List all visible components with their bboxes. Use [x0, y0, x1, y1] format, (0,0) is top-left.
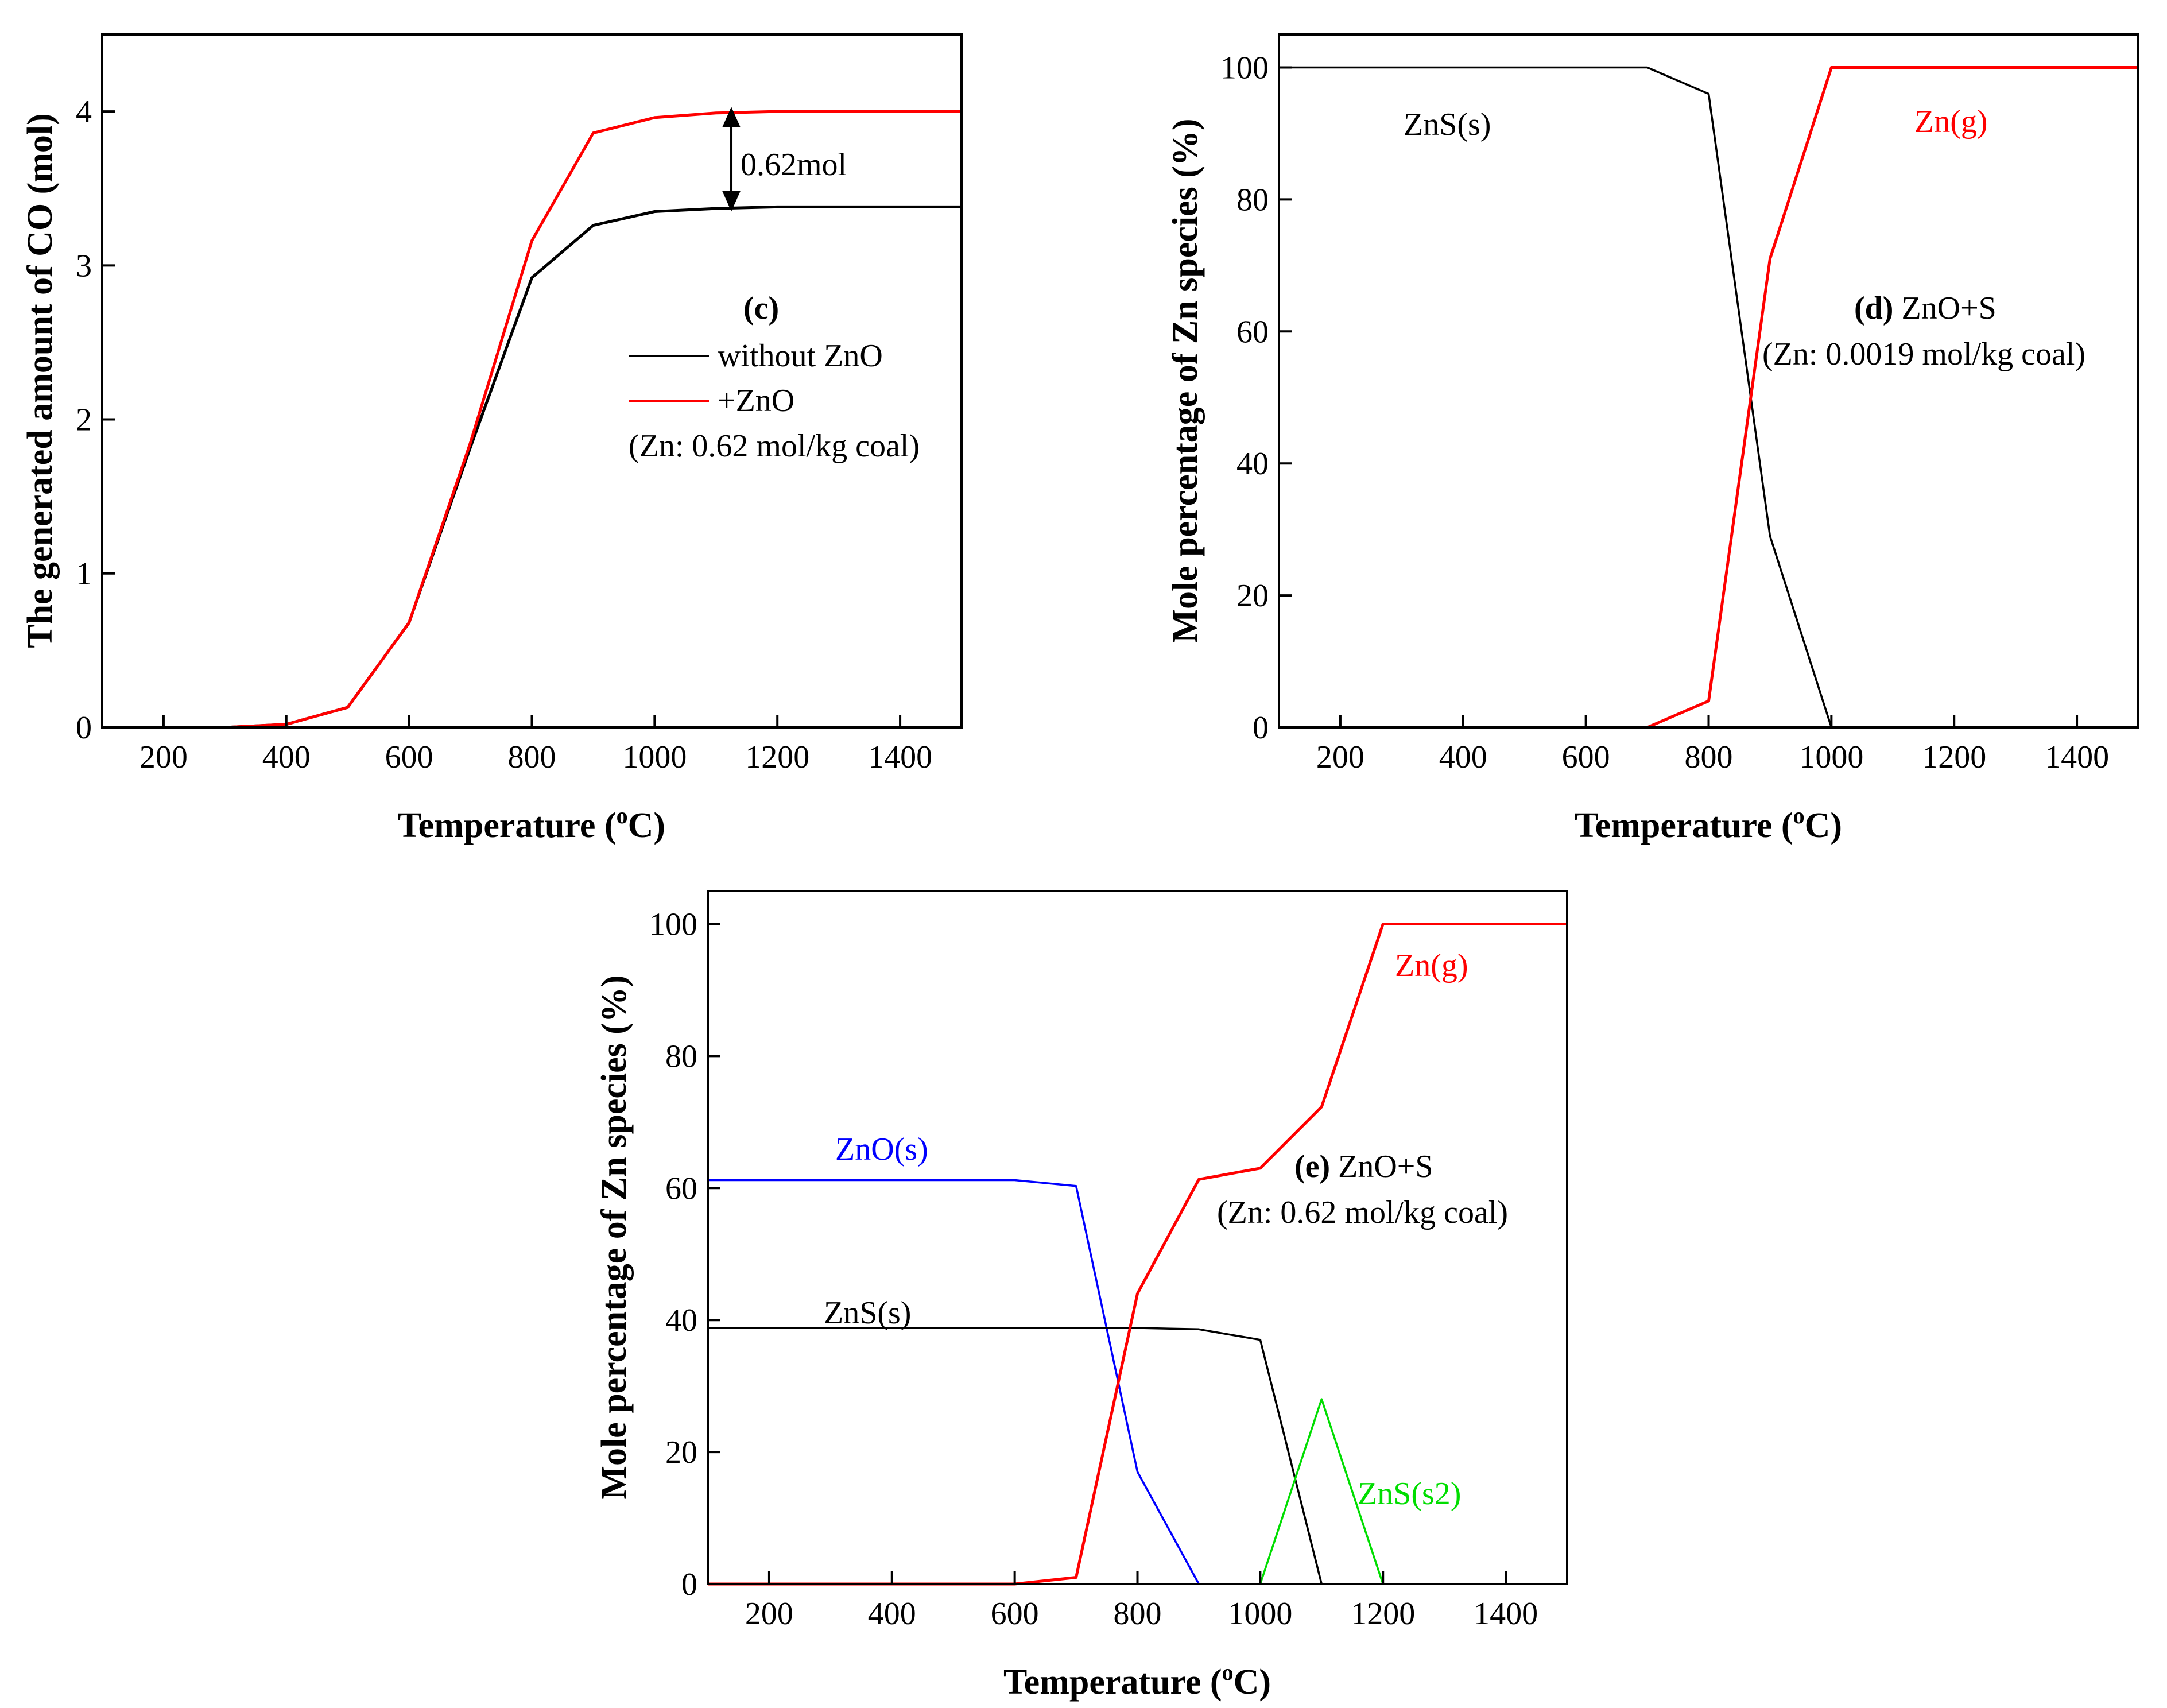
- panel-c-y-axis-label: The generated amount of CO (mol): [21, 113, 60, 648]
- panel-e-label-zns: ZnS(s): [824, 1295, 911, 1331]
- panel-d-x-tick-label: 600: [1562, 739, 1610, 775]
- panel-e-x-tick-label: 1000: [1228, 1596, 1292, 1632]
- panel-c-x-tick-label: 400: [262, 739, 311, 775]
- panel-e-title: (e) ZnO+S: [1294, 1149, 1433, 1184]
- panel-e-label-zng: Zn(g): [1395, 948, 1468, 983]
- panel-e-x-tick-label: 800: [1114, 1596, 1162, 1632]
- panel-d-x-tick-label: 200: [1316, 739, 1364, 775]
- panel-c-x-tick-label: 1400: [868, 739, 932, 775]
- panel-d-x-tick-label: 1400: [2045, 739, 2109, 775]
- panel-e-label-zns2: ZnS(s2): [1358, 1476, 1461, 1512]
- panel-e-note: (Zn: 0.62 mol/kg coal): [1217, 1195, 1508, 1230]
- panel-e-label-zno: ZnO(s): [835, 1132, 928, 1167]
- panel-d-x-tick-label: 1000: [1799, 739, 1863, 775]
- panel-d-y-tick-label: 40: [1236, 446, 1269, 482]
- panel-e-x-tick-label: 400: [868, 1596, 916, 1632]
- panel-d-x-tick-label: 800: [1685, 739, 1733, 775]
- panel-e-series-line-zn-g: [708, 923, 1567, 1586]
- panel-c-y-tick-label: 3: [76, 248, 92, 284]
- panel-d-label-zns: ZnS(s): [1404, 107, 1491, 142]
- panel-e-x-axis-label: Temperature (oC): [1003, 1659, 1271, 1702]
- panel-c-x-tick-label: 800: [508, 739, 556, 775]
- panel-d-series-line-zn-g: [1279, 66, 2138, 729]
- panel-d-y-tick-label: 80: [1236, 182, 1269, 218]
- panel-c-legend-note: (Zn: 0.62 mol/kg coal): [629, 428, 920, 464]
- panel-e-y-tick-label: 20: [665, 1435, 697, 1470]
- panel-c-legend-label-without-zno: without ZnO: [718, 338, 883, 374]
- panel-c-difference-label: 0.62mol: [741, 147, 847, 183]
- panel-c-label: (c): [743, 291, 779, 326]
- panel-c-y-tick-label: 0: [76, 710, 92, 746]
- panel-e: 200 400 600 800 1000 1200 1400 0 20 40 60 80 100 ZnO…: [595, 890, 1568, 1702]
- panel-e-y-tick-label: 80: [665, 1039, 697, 1074]
- panel-c: 200 400 600 800 1000 1200 1400 0 1 2 3 4 0.62mol (c…: [21, 33, 963, 845]
- panel-d-y-tick-label: 0: [1253, 710, 1269, 746]
- panel-d-x-tick-label: 1200: [1922, 739, 1986, 775]
- panel-c-legend-label-plus-zno: +ZnO: [718, 383, 794, 419]
- panel-d-note: (Zn: 0.0019 mol/kg coal): [1762, 336, 2085, 372]
- panel-e-y-tick-label: 100: [649, 907, 697, 942]
- panel-c-x-tick-label: 600: [385, 739, 433, 775]
- panel-e-x-tick-label: 600: [991, 1596, 1039, 1632]
- panel-d-label-zng: Zn(g): [1914, 104, 1988, 140]
- panel-d-y-tick-label: 60: [1236, 314, 1269, 350]
- panel-e-y-tick-label: 40: [665, 1303, 697, 1338]
- panel-e-ticks: 200 400 600 800 1000 1200 1400 0 20 40 60 80 100: [649, 907, 1538, 1632]
- panel-c-x-axis-label: Temperature (oC): [398, 803, 665, 845]
- panel-d: 200 400 600 800 1000 1200 1400 0 20 40 60 80 100 ZnS…: [1166, 33, 2139, 845]
- panel-d-y-axis-label: Mole percentage of Zn species (%): [1166, 118, 1205, 642]
- panel-c-y-tick-label: 4: [76, 94, 92, 130]
- panel-d-ticks: 200 400 600 800 1000 1200 1400 0 20 40 60 80 100: [1220, 50, 2109, 775]
- panel-d-x-tick-label: 400: [1439, 739, 1487, 775]
- panel-e-y-tick-label: 60: [665, 1171, 697, 1206]
- panel-e-x-tick-label: 1200: [1351, 1596, 1415, 1632]
- panel-c-y-tick-label: 1: [76, 556, 92, 592]
- panel-e-y-tick-label: 0: [681, 1567, 697, 1602]
- panel-c-x-tick-label: 1000: [622, 739, 687, 775]
- panel-e-y-axis-label: Mole percentage of Zn species (%): [595, 975, 634, 1499]
- panel-d-x-axis-label: Temperature (oC): [1575, 803, 1842, 845]
- panel-e-x-tick-label: 200: [745, 1596, 793, 1632]
- panel-c-ticks: 200 400 600 800 1000 1200 1400 0 1 2 3 4: [76, 94, 932, 775]
- panel-d-y-tick-label: 20: [1236, 578, 1269, 614]
- panel-c-y-tick-label: 2: [76, 402, 92, 438]
- panel-d-y-tick-label: 100: [1220, 50, 1269, 86]
- panel-d-title: (d) ZnO+S: [1854, 291, 1997, 326]
- panel-c-x-tick-label: 1200: [745, 739, 809, 775]
- panel-c-x-tick-label: 200: [139, 739, 188, 775]
- panel-e-x-tick-label: 1400: [1474, 1596, 1538, 1632]
